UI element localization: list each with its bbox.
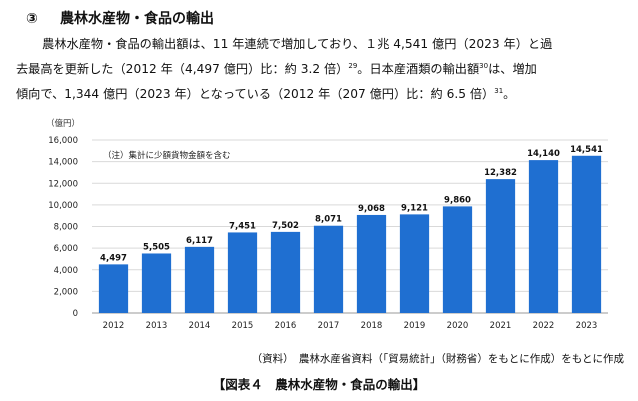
bar-2017 [313,225,344,313]
y-axis-unit-label: （億円） [46,118,80,129]
y-tick-label: 10,000 [48,201,78,211]
footnote-ref-29: 29 [348,61,358,70]
x-tick-label-2019: 2019 [404,321,426,331]
y-tick-label: 0 [73,309,78,319]
x-tick-label-2015: 2015 [232,321,254,331]
x-tick-label-2017: 2017 [318,321,340,331]
y-tick-label: 8,000 [54,223,78,233]
x-tick-label-2016: 2016 [275,321,297,331]
data-label-2023: 14,541 [570,145,603,155]
data-label-2016: 7,502 [272,221,299,231]
bar-2013 [141,253,172,313]
data-label-2017: 8,071 [315,215,342,225]
y-tick-label: 2,000 [54,287,78,297]
export-bar-chart: 0 2,000 4,000 6,000 8,000 10,000 12,000 14,000 1… [46,118,608,331]
y-tick-label: 6,000 [54,244,78,254]
paragraph-line-1: 農林水産物・食品の輸出額は、11 年連続で増加しており、１兆 4,541 億円（… [30,32,630,57]
bar-2021 [485,179,516,313]
paragraph-text: 。 [503,87,516,101]
bar-2019 [399,214,430,313]
data-label-2020: 9,860 [444,195,471,205]
body-paragraph: 農林水産物・食品の輸出額は、11 年連続で増加しており、１兆 4,541 億円（… [16,32,630,107]
paragraph-text: 傾向で、1,344 億円（2023 年）となっている（2012 年（207 億円… [16,87,495,101]
section-number: ③ [26,11,38,27]
paragraph-text: 去最高を更新した（2012 年（4,497 億円）比：約 3.2 倍） [16,62,349,76]
bar-2016 [270,231,301,313]
source-note: （資料） 農林水産省資料（「貿易統計」（財務省）をもとに作成）をもとに作成 [251,353,624,365]
data-label-2012: 4,497 [100,253,127,263]
data-label-2013: 5,505 [143,242,170,252]
y-tick-label: 12,000 [48,179,78,189]
bar-2018 [356,214,387,313]
x-tick-label-2013: 2013 [146,321,168,331]
bar-2012 [98,264,129,313]
bar-2023 [571,155,602,313]
bar-2020 [442,206,473,313]
data-label-2018: 9,068 [358,204,385,214]
figure-caption: 【図表４ 農林水産物・食品の輸出】 [212,377,426,392]
y-tick-label: 16,000 [48,136,78,146]
section-heading: ③ 農林水産物・食品の輸出 [26,8,214,28]
x-tick-label-2018: 2018 [361,321,383,331]
section-title: 農林水産物・食品の輸出 [60,11,214,27]
y-tick-label: 4,000 [54,266,78,276]
paragraph-line-3: 傾向で、1,344 億円（2023 年）となっている（2012 年（207 億円… [16,82,630,107]
x-tick-label-2022: 2022 [533,321,555,331]
x-tick-label-2021: 2021 [490,321,512,331]
bar-2015 [227,232,258,313]
data-label-2022: 14,140 [527,149,560,159]
bar-2014 [184,246,215,313]
x-tick-label-2020: 2020 [447,321,469,331]
chart-gridlines [92,139,608,314]
paragraph-line-2: 去最高を更新した（2012 年（4,497 億円）比：約 3.2 倍）29。日本… [16,57,630,82]
x-tick-label-2023: 2023 [576,321,598,331]
data-label-2015: 7,451 [229,221,256,231]
y-tick-label: 14,000 [48,158,78,168]
data-label-2014: 6,117 [186,236,213,246]
data-label-2019: 9,121 [401,203,428,213]
chart-bars [98,155,602,313]
footnote-ref-30: 30 [479,61,489,70]
paragraph-text: は、増加 [488,62,537,76]
footnote-ref-31: 31 [494,86,504,95]
paragraph-text: 。日本産酒類の輸出額 [357,62,480,76]
x-tick-label-2012: 2012 [103,321,125,331]
chart-labels: 0 2,000 4,000 6,000 8,000 10,000 12,000 14,000 1… [48,136,603,331]
paragraph-text: 農林水産物・食品の輸出額は、11 年連続で増加しており、１兆 4,541 億円（… [30,37,553,51]
x-tick-label-2014: 2014 [189,321,211,331]
bar-2022 [528,160,559,313]
data-label-2021: 12,382 [484,168,517,178]
chart-note: （注）集計に少額貨物金額を含む [103,150,231,161]
